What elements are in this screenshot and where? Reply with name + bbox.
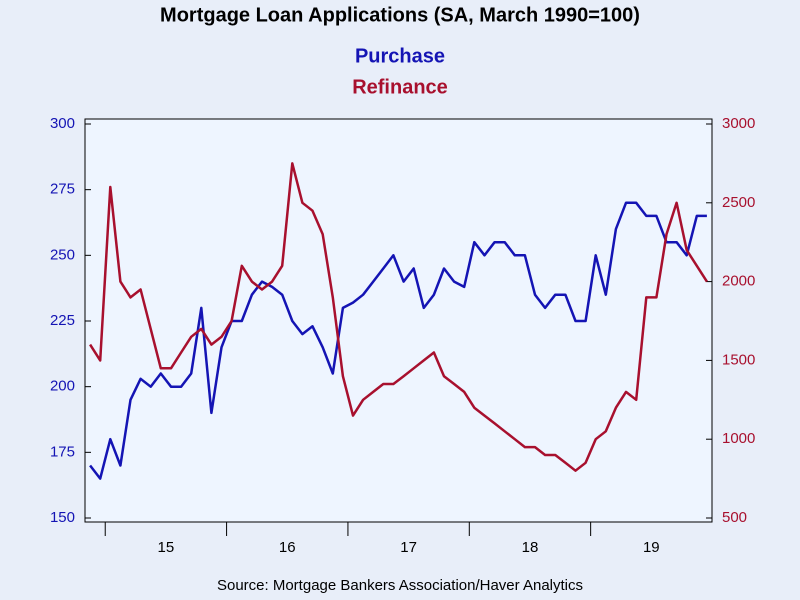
x-tick-label: 19 [643, 539, 660, 556]
plot-area [84, 118, 713, 523]
y-tick-label: 200 [50, 378, 75, 395]
y-tick-label: 250 [50, 246, 75, 263]
y-tick-label: 225 [50, 312, 75, 329]
y-tick-label: 275 [50, 181, 75, 198]
y2-tick-label: 2500 [722, 194, 755, 211]
y-tick-label: 150 [50, 509, 75, 526]
x-tick-label: 17 [400, 539, 417, 556]
y-tick-label: 175 [50, 443, 75, 460]
y2-tick-label: 1500 [722, 351, 755, 368]
y2-tick-label: 2000 [722, 273, 755, 290]
series-line [89, 162, 708, 472]
y2-tick-label: 1000 [722, 430, 755, 447]
x-tick-label: 15 [158, 539, 175, 556]
y2-tick-label: 3000 [722, 115, 755, 132]
x-tick-label: 18 [522, 539, 539, 556]
series-line [89, 201, 707, 480]
legend-entry: Purchase [355, 45, 445, 67]
y-tick-label: 300 [50, 115, 75, 132]
x-tick-label: 16 [279, 539, 296, 556]
source: Source: Mortgage Bankers Association/Hav… [217, 577, 583, 594]
y2-tick-label: 500 [722, 509, 747, 526]
chart-title: Mortgage Loan Applications (SA, March 19… [160, 4, 640, 26]
legend-entry: Refinance [352, 76, 448, 98]
